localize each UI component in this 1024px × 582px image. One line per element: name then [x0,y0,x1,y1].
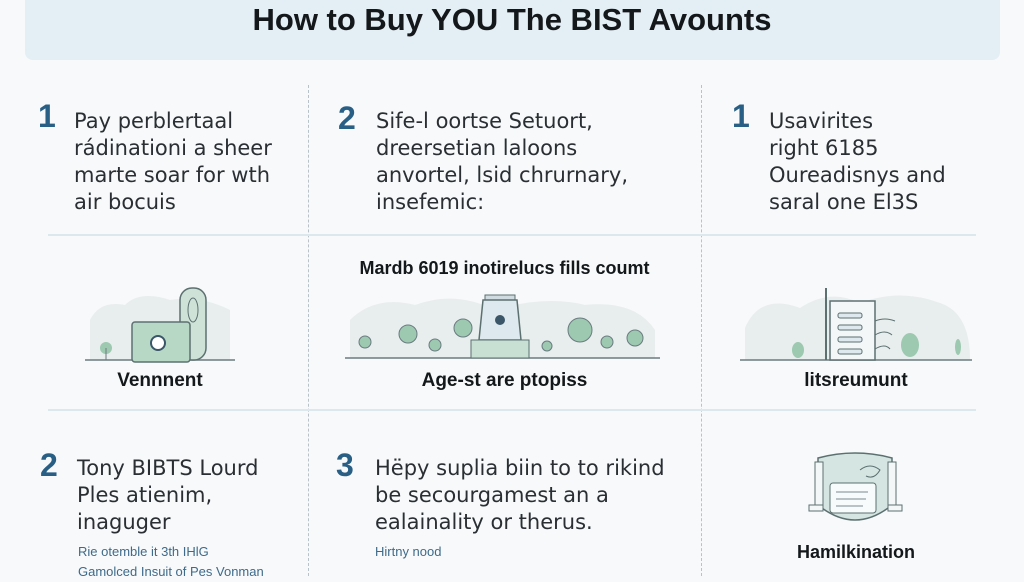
step-number: 1 [732,98,750,134]
middle-heading: Mardb 6019 inotirelucs fills coumt [359,258,650,278]
illustration-caption: Vennnent [117,370,203,391]
step-text: Pay perblertaal rádinationi a sheer marte … [74,109,272,214]
step-note: Rie otemble it 3th IHlG Gamolced Insuit o… [78,544,264,579]
step-note: Hirtny nood [375,544,442,559]
shield-document-icon [808,452,903,521]
title-banner [25,0,1000,60]
page-title: How to Buy YOU The BIST Avounts [252,2,772,37]
step-number: 2 [40,447,58,483]
laptop-clock-icon [85,287,235,363]
row-divider [48,234,976,236]
illustration-caption: Hamilkination [796,542,916,562]
column-divider [308,85,309,576]
step-text: Sife-l oortse Setuort, dreersetian laloon… [376,109,629,214]
step-text: Usavirites right 6185 Oureadisnys and saral… [769,109,946,214]
step-text: Tony BIBTS Lourd Ples atienim, inaguger [77,456,259,534]
document-server-icon [740,288,972,361]
step-number: 1 [38,98,56,134]
illustration-caption: Age-st are ptopiss [421,370,588,391]
step-text: Hëpy suplia biin to to rikind be secourga… [375,456,665,534]
step-number: 3 [336,447,354,483]
column-divider [701,85,702,576]
building-pin-icon [345,294,660,359]
row-divider [48,409,976,411]
step-number: 2 [338,100,356,136]
illustration-caption: litsreumunt [804,370,908,391]
